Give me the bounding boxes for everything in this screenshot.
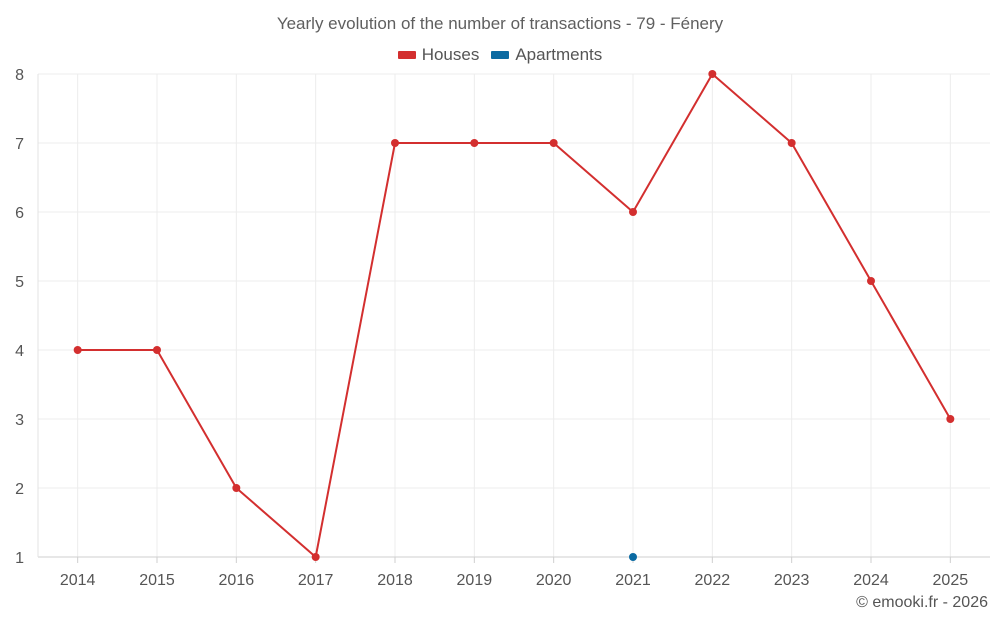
x-tick-label: 2019 [457, 572, 493, 589]
data-point-houses-2023 [787, 139, 796, 147]
x-tick-label: 2024 [853, 572, 889, 589]
data-point-houses-2014 [73, 346, 82, 354]
data-point-houses-2022 [708, 70, 717, 78]
data-point-houses-2024 [867, 277, 875, 285]
x-tick-label: 2020 [536, 572, 572, 589]
y-tick-label: 1 [15, 550, 24, 567]
data-point-apartments-2021 [629, 553, 637, 561]
x-tick-label: 2023 [774, 572, 810, 589]
data-point-houses-2017 [311, 553, 320, 561]
x-tick-label: 2017 [298, 572, 334, 589]
chart-legend: Houses Apartments [0, 45, 1000, 65]
legend-swatch-apartments [491, 51, 510, 59]
y-tick-label: 2 [15, 481, 24, 498]
x-tick-label: 2015 [139, 572, 175, 589]
x-tick-label: 2022 [695, 572, 731, 589]
y-tick-label: 7 [15, 136, 24, 153]
y-tick-label: 8 [15, 67, 24, 84]
credit-text: © emooki.fr - 2026 [856, 594, 988, 611]
x-tick-label: 2016 [219, 572, 255, 589]
y-tick-label: 3 [15, 412, 24, 429]
data-point-houses-2018 [391, 139, 399, 147]
y-tick-label: 5 [15, 274, 24, 291]
data-point-houses-2025 [946, 415, 955, 423]
chart-title: Yearly evolution of the number of transa… [276, 14, 724, 33]
series-line-houses [77, 73, 952, 558]
legend-label-apartments: Apartments [515, 45, 603, 64]
data-point-houses-2020 [549, 139, 558, 147]
y-tick-label: 4 [15, 343, 24, 360]
x-tick-label: 2018 [377, 572, 413, 589]
data-point-houses-2016 [232, 484, 241, 492]
legend-label-houses: Houses [421, 45, 480, 64]
x-tick-label: 2025 [933, 572, 969, 589]
legend-swatch-houses [397, 51, 416, 59]
data-point-houses-2021 [629, 208, 637, 216]
data-point-houses-2019 [470, 139, 479, 147]
y-tick-label: 6 [15, 205, 24, 222]
x-tick-label: 2014 [60, 572, 96, 589]
data-point-houses-2015 [153, 346, 161, 354]
x-tick-label: 2021 [615, 572, 651, 589]
legend-item-houses[interactable]: Houses [397, 45, 480, 65]
legend-item-apartments[interactable]: Apartments [491, 45, 602, 65]
